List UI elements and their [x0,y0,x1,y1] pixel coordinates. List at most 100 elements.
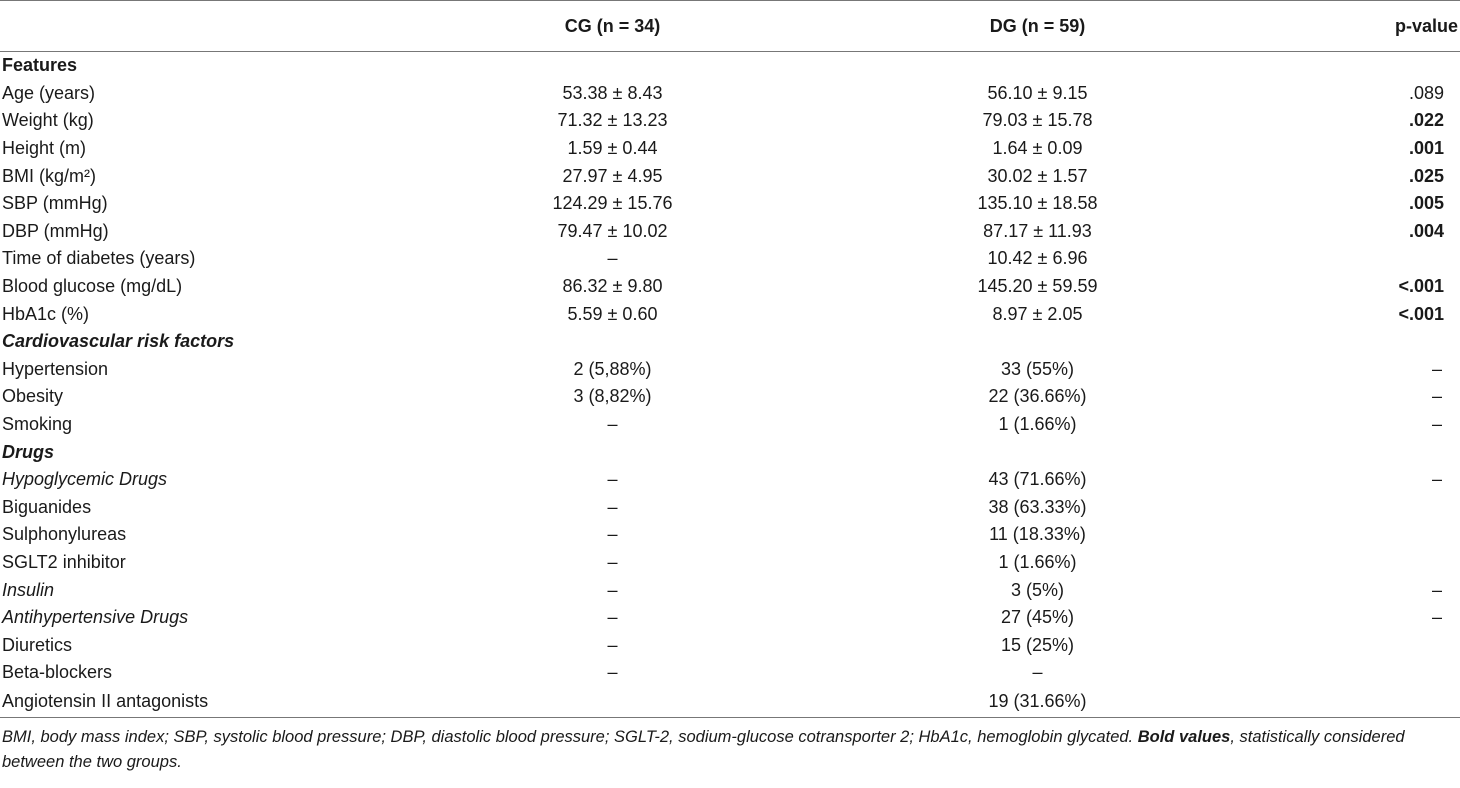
p-value: – [1431,358,1442,379]
cg-value: – [607,414,618,435]
table-row: Hypertension 2 (5,88%) 33 (55%) – [0,356,1460,384]
row-label: BMI (kg/m²) [2,165,96,186]
section-row: Cardiovascular risk factors [0,328,1460,356]
table-row: HbA1c (%) 5.59 ± 0.60 8.97 ± 2.05 <.001 [0,300,1460,328]
row-label: Diuretics [2,634,73,655]
cg-value [400,686,825,718]
cg-value [400,438,825,466]
dg-value: 145.20 ± 59.59 [977,276,1098,297]
cg-value: – [607,662,618,683]
row-label: Beta-blockers [2,662,113,683]
p-value: .022 [1408,110,1444,131]
cg-value: – [607,524,618,545]
footnote-text-before: BMI, body mass index; SBP, systolic bloo… [2,727,1138,746]
cg-value [400,52,825,80]
table-row: Obesity 3 (8,82%) 22 (36.66%) – [0,383,1460,411]
row-label: DBP (mmHg) [2,220,109,241]
dg-value: 19 (31.66%) [825,686,1250,718]
dg-value: 87.17 ± 11.93 [983,220,1092,241]
table-row: Smoking – 1 (1.66%) – [0,411,1460,439]
cg-value: – [607,579,618,600]
row-label: Height (m) [2,138,87,159]
dg-value: 1 (1.66%) [998,551,1077,572]
cg-value: 5.59 ± 0.60 [567,303,658,324]
table-row: Weight (kg) 71.32 ± 13.23 79.03 ± 15.78 .02… [0,107,1460,135]
p-value: – [1431,607,1442,628]
table-body: Features Age (years) 53.38 ± 8.43 56.10 ± 9… [0,52,1460,718]
dg-value: 43 (71.66%) [988,469,1087,490]
dg-value: 3 (5%) [1010,579,1064,600]
row-label: Weight (kg) [2,110,94,131]
table-row: Angiotensin II antagonists 19 (31.66%) [0,686,1460,718]
table-row: Hypoglycemic Drugs – 43 (71.66%) – [0,466,1460,494]
row-label: Blood glucose (mg/dL) [2,276,183,297]
p-value [1250,631,1460,659]
dg-value: 8.97 ± 2.05 [992,303,1083,324]
table-row: SGLT2 inhibitor – 1 (1.66%) [0,549,1460,577]
section-row: Drugs [0,438,1460,466]
p-value [1250,52,1460,80]
dg-value: 30.02 ± 1.57 [987,165,1088,186]
p-value: – [1431,386,1442,407]
row-label: Age (years) [2,82,96,103]
p-value: .004 [1408,220,1444,241]
table-row: Height (m) 1.59 ± 0.44 1.64 ± 0.09 .001 [0,135,1460,163]
row-label: Hypertension [2,358,109,379]
footnote-text-after: , statistically considered between the t… [2,727,1405,771]
cg-value: 79.47 ± 10.02 [557,220,668,241]
cg-value: 71.32 ± 13.23 [557,110,668,131]
cg-value: 27.97 ± 4.95 [562,165,663,186]
p-value: – [1431,414,1442,435]
table-row: Time of diabetes (years) – 10.42 ± 6.96 [0,245,1460,273]
dg-value: 135.10 ± 18.58 [977,193,1098,214]
dg-value [825,438,1250,466]
table-row: DBP (mmHg) 79.47 ± 10.02 87.17 ± 11.93 .004 [0,218,1460,246]
row-label: SGLT2 inhibitor [2,551,126,572]
dg-value: 1 (1.66%) [998,414,1077,435]
cg-value: – [607,551,618,572]
cg-value: – [607,607,618,628]
row-label: Smoking [2,414,73,435]
row-label: Biguanides [2,496,92,517]
row-label: SBP (mmHg) [2,193,108,214]
cg-value: 1.59 ± 0.44 [567,138,658,159]
dg-value: 79.03 ± 15.78 [982,110,1093,131]
dg-value: 38 (63.33%) [988,496,1087,517]
p-value: <.001 [1398,276,1444,297]
row-label: Drugs [2,441,55,462]
row-label: Hypoglycemic Drugs [2,469,168,490]
cg-value: – [607,496,618,517]
row-label: Angiotensin II antagonists [0,686,400,718]
p-value [1250,549,1460,577]
header-label [0,0,400,52]
cg-value: 2 (5,88%) [573,358,652,379]
dg-value: 1.64 ± 0.09 [992,138,1083,159]
row-label: Time of diabetes (years) [2,248,196,269]
dg-value: 11 (18.33%) [989,524,1086,545]
cg-value: 53.38 ± 8.43 [562,82,663,103]
dg-value: 15 (25%) [1000,634,1075,655]
dg-value [825,328,1250,356]
dg-value: 33 (55%) [1000,358,1075,379]
cg-value: – [607,248,618,269]
table-row: Age (years) 53.38 ± 8.43 56.10 ± 9.15 .089 [0,80,1460,108]
table-row: Sulphonylureas – 11 (18.33%) [0,521,1460,549]
dg-value: 27 (45%) [1000,607,1075,628]
p-value [1250,659,1460,687]
p-value: .001 [1408,138,1444,159]
row-label: Obesity [2,386,64,407]
row-label: Antihypertensive Drugs [2,607,189,628]
row-label: Features [2,55,78,76]
p-value [1250,494,1460,522]
table-row: Beta-blockers – – [0,659,1460,687]
dg-value: 10.42 ± 6.96 [987,248,1088,269]
p-value [1250,328,1460,356]
row-label: HbA1c (%) [2,303,90,324]
cg-value: 3 (8,82%) [573,386,652,407]
cg-value: – [607,469,618,490]
table-row: Biguanides – 38 (63.33%) [0,494,1460,522]
header-row: CG (n = 34) DG (n = 59) p-value [0,0,1460,52]
dg-value [825,52,1250,80]
p-value: <.001 [1398,303,1444,324]
